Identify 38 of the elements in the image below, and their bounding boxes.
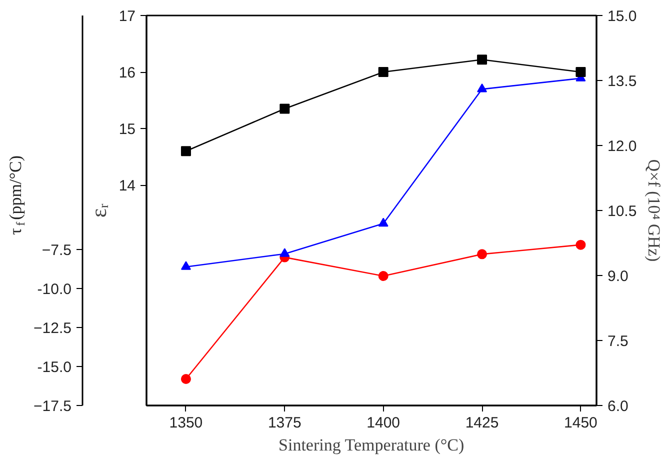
x-tick-label: 1400 [366, 414, 400, 432]
point [477, 54, 488, 65]
point [280, 248, 290, 257]
x-tick-label: 1450 [564, 414, 598, 432]
y2-tick-label: 7.5 [608, 333, 628, 350]
point [180, 374, 191, 384]
y2-tick-label: 12.0 [608, 138, 637, 155]
y-tick-label: 15 [118, 121, 136, 138]
point [378, 218, 388, 227]
point [477, 249, 488, 260]
y3-tick-label: -10.0 [37, 281, 72, 298]
x-tick-label: 1375 [268, 414, 302, 432]
y3-tick-label: −17.5 [34, 398, 72, 415]
y3-tick-label: −7.5 [42, 242, 72, 259]
y-axis-title: εᵣ [86, 203, 111, 218]
y2-tick-label: 13.5 [608, 73, 637, 90]
point [576, 240, 586, 250]
y-tick-label: 16 [118, 64, 136, 82]
x-axis-title: Sintering Temperature (°C) [278, 436, 464, 454]
x-tick-label: 1350 [169, 414, 203, 432]
point [378, 271, 388, 282]
y2-tick-label: 10.5 [608, 203, 637, 220]
point [180, 146, 191, 156]
point [576, 67, 586, 78]
y3-tick-label: −12.5 [34, 320, 72, 337]
y3-tick-label: -15.0 [37, 359, 72, 376]
x-tick-label: 1425 [465, 414, 499, 432]
y-tick-label: 14 [118, 178, 136, 195]
y2-tick-label: 15.0 [608, 8, 637, 25]
point [280, 104, 290, 114]
point [378, 67, 388, 78]
point [180, 261, 191, 270]
y3-axis-title: τf(ppm/°C) [6, 155, 28, 235]
y2-tick-label: 6.0 [608, 398, 628, 415]
point [477, 83, 488, 92]
y-tick-label: 17 [118, 8, 136, 25]
y2-tick-label: 9.0 [608, 268, 628, 285]
y2-axis-title: Q×f (10⁴ GHz) [644, 159, 664, 262]
